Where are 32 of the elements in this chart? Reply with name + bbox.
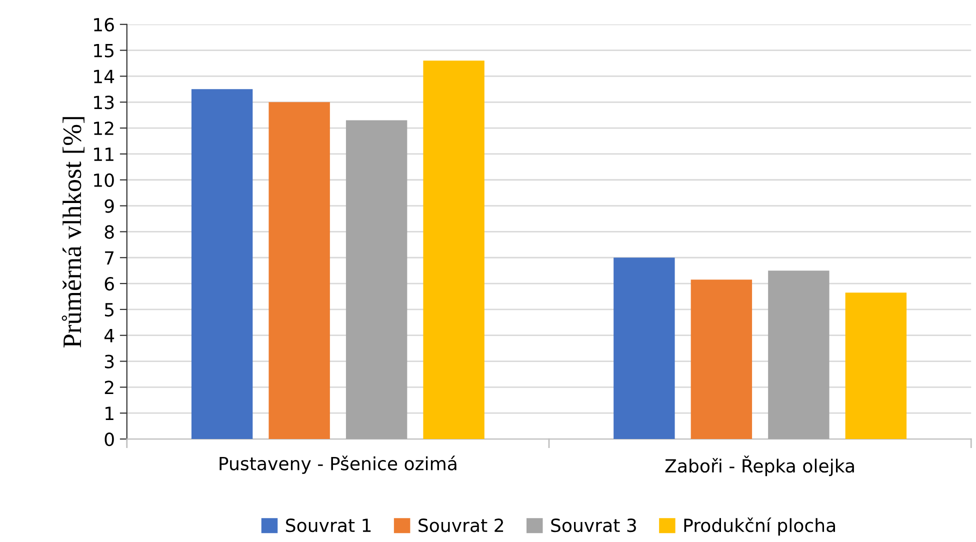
bar — [423, 60, 484, 440]
y-tick-label: 6 — [104, 276, 114, 291]
x-tick-label: Pustaveny - Pšenice ozimá — [220, 456, 456, 474]
legend-label: Produkční plocha — [684, 517, 835, 536]
bar — [690, 280, 752, 440]
y-tick-label: 9 — [104, 199, 114, 213]
legend-label: Souvrat 2 — [418, 518, 504, 532]
y-tick-label: 5 — [104, 303, 114, 317]
bar — [268, 102, 330, 440]
y-tick-label: 0 — [104, 432, 114, 446]
x-tick-label: Zaboři - Řepka olejka — [665, 456, 854, 476]
y-tick-label: 1 — [106, 406, 114, 420]
y-tick-label: 2 — [104, 380, 114, 394]
y-tick-label: 12 — [94, 122, 114, 135]
legend-label: Souvrat 1 — [286, 518, 371, 532]
y-tick-label: 8 — [104, 225, 114, 239]
bar — [191, 89, 253, 440]
y-tick-label: 16 — [94, 18, 114, 32]
y-tick-label: 13 — [94, 96, 114, 110]
y-tick-label: 11 — [94, 148, 114, 161]
y-tick-label: 14 — [94, 70, 114, 84]
y-tick-label: 4 — [104, 329, 114, 342]
y-tick-label: 7 — [105, 251, 114, 264]
bar — [768, 270, 830, 440]
y-axis-title: Průměrná vlhkost [%] — [62, 117, 84, 348]
y-tick-label: 3 — [104, 354, 114, 368]
y-tick-label: 10 — [94, 173, 114, 187]
bar — [614, 258, 675, 440]
y-tick-label: 15 — [94, 44, 114, 58]
bar — [845, 292, 907, 440]
legend-label: Souvrat 3 — [551, 518, 636, 532]
bar — [346, 120, 408, 440]
